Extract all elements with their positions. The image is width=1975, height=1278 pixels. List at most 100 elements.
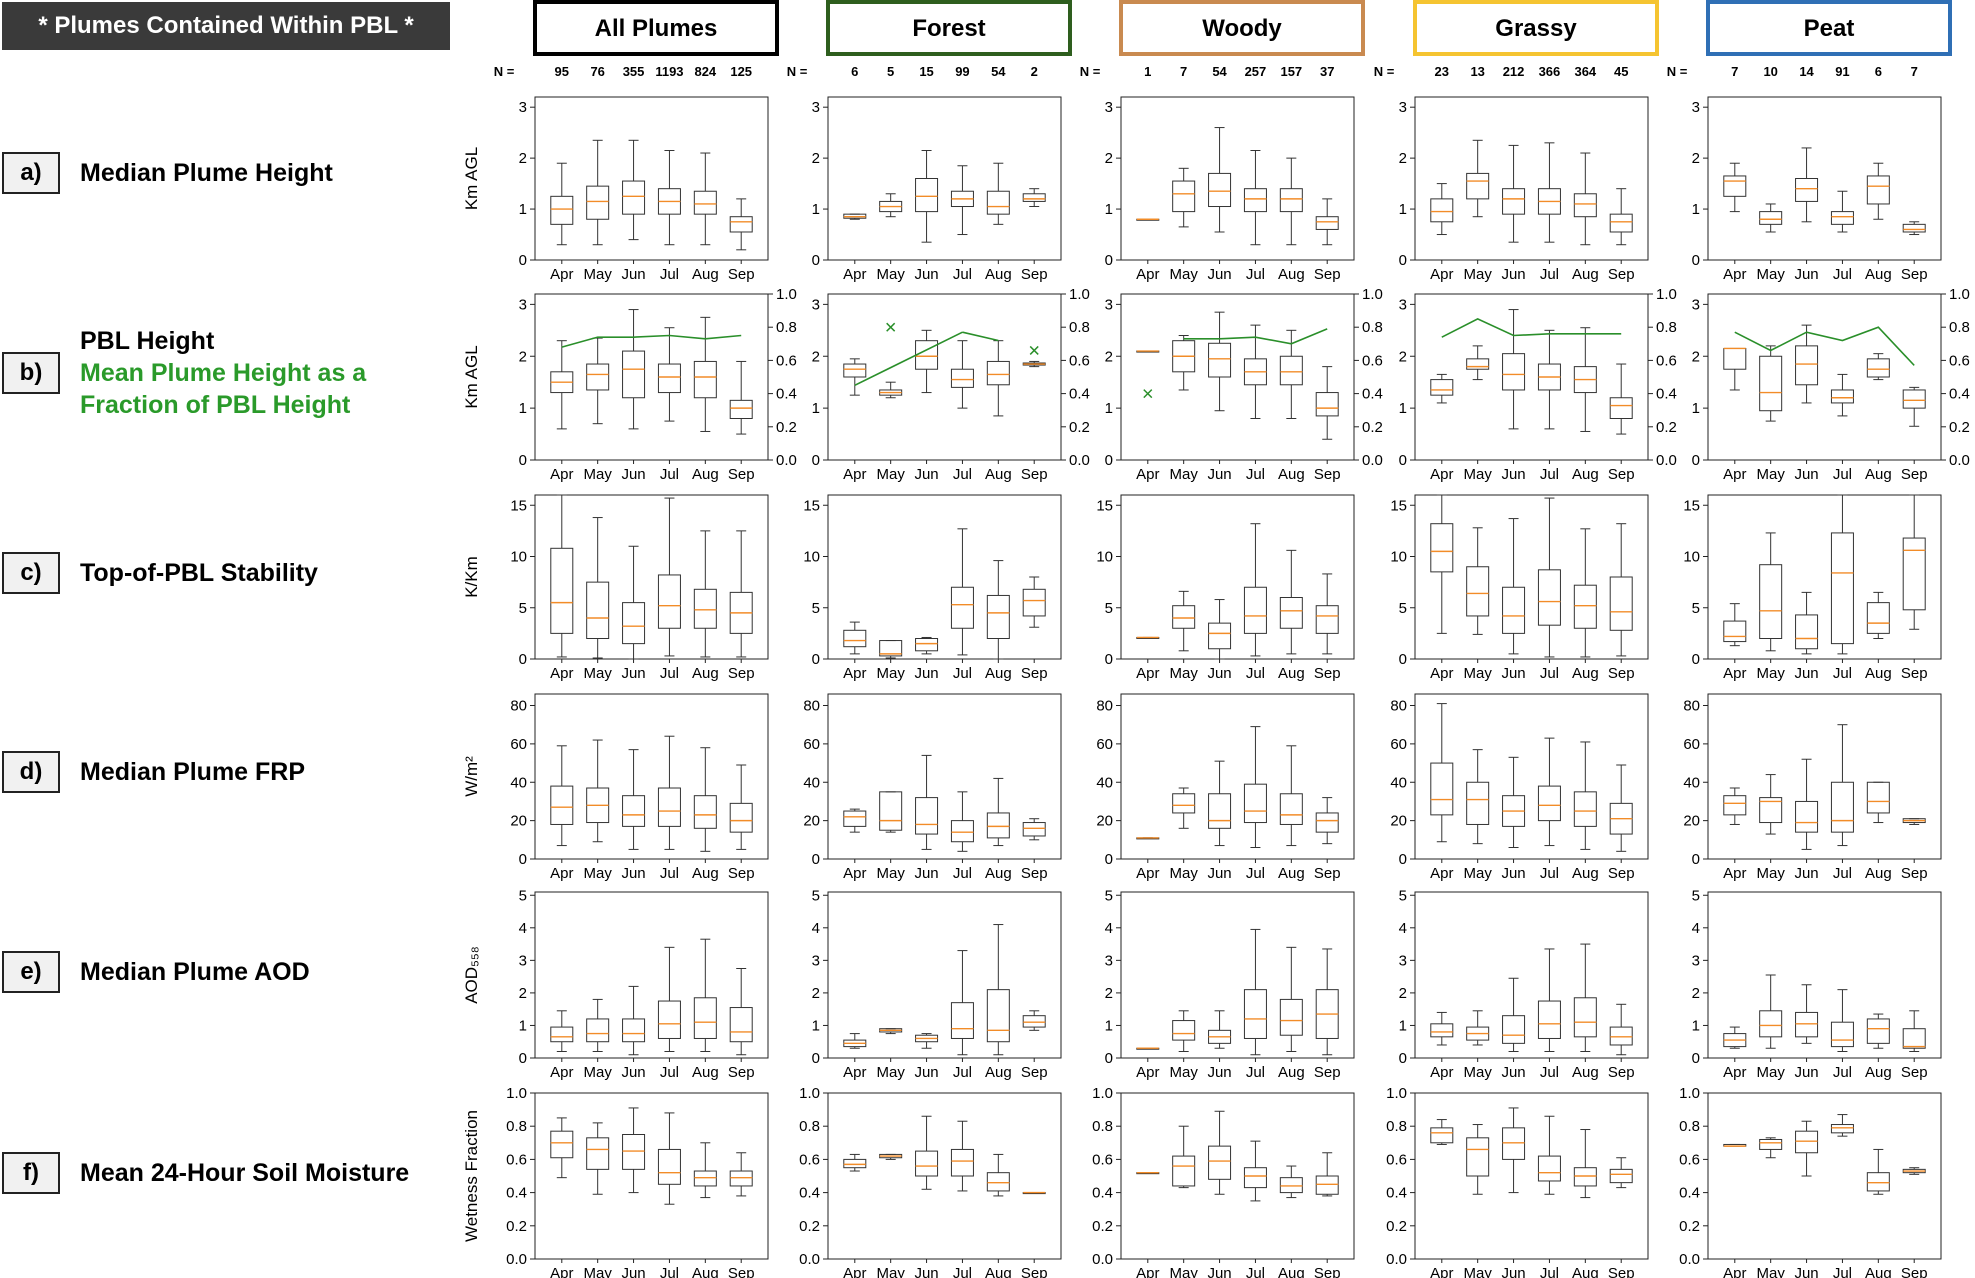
box-apr <box>1136 218 1160 221</box>
x-tick-label: Jun <box>914 865 938 882</box>
n-count: 37 <box>1320 64 1334 79</box>
iqr-box <box>586 581 610 639</box>
box-jul <box>1243 726 1267 848</box>
n-count: 6 <box>851 64 858 79</box>
group-header-title: All Plumes <box>595 15 718 42</box>
x-tick-label: May <box>877 665 906 682</box>
box-may <box>1172 787 1196 829</box>
x-tick-label: Jun <box>1794 266 1818 283</box>
y-tick-label: 0 <box>1399 452 1407 469</box>
y-tick-label: 10 <box>1390 549 1407 566</box>
box-apr <box>1430 1011 1454 1046</box>
x-tick-label: May <box>1757 466 1786 483</box>
y-tick-label: 5 <box>519 887 527 904</box>
box-may <box>879 1028 903 1035</box>
box-sep <box>1022 1191 1046 1195</box>
x-tick-label: Jun <box>914 466 938 483</box>
y2-tick-label: 0.0 <box>1949 452 1970 469</box>
row-title: PBL Height Mean Plume Height as a Fraction… <box>80 325 366 421</box>
box-jul <box>1537 142 1561 243</box>
x-tick-label: Jul <box>1246 266 1265 283</box>
x-tick-label: Aug <box>1572 1064 1599 1081</box>
y-axis-label: AOD₅₅₈ <box>462 946 481 1004</box>
box-jul <box>1243 324 1267 419</box>
y2-tick-label: 0.2 <box>1949 419 1970 436</box>
x-tick-label: Jun <box>1794 1064 1818 1081</box>
iqr-box <box>1502 586 1526 634</box>
box-may <box>1466 1124 1490 1195</box>
panel-a-peat: 0 1 2 3 Apr May Jun Jul Aug Sep <box>1692 96 1942 283</box>
iqr-box <box>986 360 1010 386</box>
iqr-box <box>1795 614 1819 650</box>
y-tick-label: 0.0 <box>1092 1251 1113 1268</box>
x-tick-label: Apr <box>1136 1265 1159 1278</box>
iqr-box <box>1609 1026 1633 1046</box>
y2-tick-label: 0.2 <box>776 419 797 436</box>
box-jul <box>1243 149 1267 246</box>
x-tick-label: Aug <box>985 466 1012 483</box>
figure-banner: * Plumes Contained Within PBL * <box>2 2 450 50</box>
iqr-box <box>1208 342 1232 378</box>
box-jun <box>622 1107 646 1194</box>
iqr-box <box>1902 537 1926 611</box>
x-tick-label: Aug <box>1865 466 1892 483</box>
box-jun <box>1208 1110 1232 1195</box>
panel-frame <box>534 96 769 261</box>
y-tick-label: 1 <box>1105 400 1113 417</box>
n-count: 23 <box>1435 64 1449 79</box>
x-tick-label: Jul <box>660 1265 679 1278</box>
y2-tick-label: 0.4 <box>1069 386 1090 403</box>
x-tick-label: May <box>1170 266 1199 283</box>
box-jul <box>1830 724 1854 847</box>
y-tick-label: 10 <box>510 549 527 566</box>
y-tick-label: 0.8 <box>506 1118 527 1135</box>
y-tick-label: 40 <box>803 774 820 791</box>
x-tick-label: Apr <box>1136 865 1159 882</box>
box-jul <box>1537 329 1561 430</box>
iqr-box <box>950 368 974 388</box>
y2-tick-label: 0.8 <box>1656 319 1677 336</box>
iqr-box <box>986 812 1010 839</box>
x-tick-label: Aug <box>1278 1265 1305 1278</box>
box-aug <box>1866 1148 1890 1195</box>
iqr-box <box>1279 355 1303 386</box>
iqr-box <box>1315 605 1339 634</box>
box-jun <box>1208 1010 1232 1049</box>
y-tick-label: 5 <box>519 600 527 617</box>
box-apr <box>550 1117 574 1179</box>
box-may <box>879 791 903 833</box>
box-jun <box>622 545 646 660</box>
x-tick-label: Sep <box>1608 1265 1635 1278</box>
y-tick-label: 15 <box>1683 497 1700 514</box>
x-tick-label: Jul <box>953 865 972 882</box>
x-tick-label: May <box>1464 1064 1493 1081</box>
box-sep <box>1022 818 1046 841</box>
iqr-box <box>1609 397 1633 419</box>
iqr-box <box>1172 605 1196 629</box>
iqr-box <box>1902 1028 1926 1049</box>
panel-frame <box>1120 293 1355 461</box>
x-tick-label: Aug <box>985 1064 1012 1081</box>
n-count: 125 <box>730 64 752 79</box>
box-sep <box>1315 948 1339 1056</box>
x-tick-label: Apr <box>550 665 573 682</box>
n-count: 824 <box>694 64 716 79</box>
y-tick-label: 15 <box>1390 497 1407 514</box>
box-may <box>879 193 903 218</box>
y-tick-label: 2 <box>519 985 527 1002</box>
box-apr <box>550 494 574 658</box>
n-count: 45 <box>1614 64 1628 79</box>
y-tick-label: 2 <box>1692 985 1700 1002</box>
x-tick-label: May <box>877 1064 906 1081</box>
iqr-box <box>1830 532 1854 645</box>
panel-frame <box>1120 1092 1355 1260</box>
y-tick-label: 0.2 <box>506 1218 527 1235</box>
panel-frame <box>1707 293 1942 461</box>
y-tick-label: 20 <box>1390 813 1407 830</box>
panel-frame <box>827 693 1062 860</box>
iqr-box <box>550 547 574 634</box>
n-count: 99 <box>955 64 969 79</box>
y2-tick-label: 1.0 <box>1069 286 1090 303</box>
box-may <box>879 381 903 399</box>
y-axis-label: Km AGL <box>462 345 481 408</box>
